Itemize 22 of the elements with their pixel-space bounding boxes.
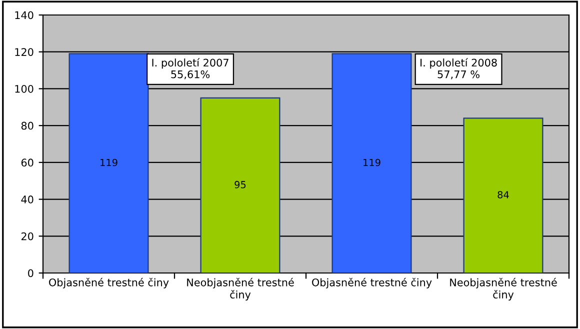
y-tick-label: 60 <box>21 158 34 167</box>
x-tick-label: Objasněné trestné činy <box>49 278 169 288</box>
y-tick-label: 0 <box>28 269 34 278</box>
y-tick-label: 140 <box>15 11 34 20</box>
bar <box>200 97 280 273</box>
y-tick-label: 20 <box>21 232 34 240</box>
y-tick-label: 100 <box>15 84 34 93</box>
data-label: 84 <box>498 191 509 198</box>
bar <box>332 53 412 273</box>
bar <box>463 118 544 273</box>
x-tick-label: Neobjasněné trestné činy <box>187 278 294 301</box>
x-tick-label: Neobjasněné trestné činy <box>450 278 557 301</box>
data-label: 95 <box>234 180 246 188</box>
bar <box>68 53 149 273</box>
data-label: 119 <box>364 158 380 166</box>
y-tick-label: 120 <box>15 48 34 56</box>
data-label: 119 <box>100 158 118 166</box>
y-tick-label: 40 <box>21 196 34 204</box>
x-tick-label: Objasněné trestné činy <box>312 278 432 288</box>
annotation: I. pololetí 2008 57,77 % <box>420 58 497 80</box>
y-tick-label: 80 <box>21 122 34 130</box>
annotation: I. pololetí 2007 55,61% <box>152 58 228 80</box>
